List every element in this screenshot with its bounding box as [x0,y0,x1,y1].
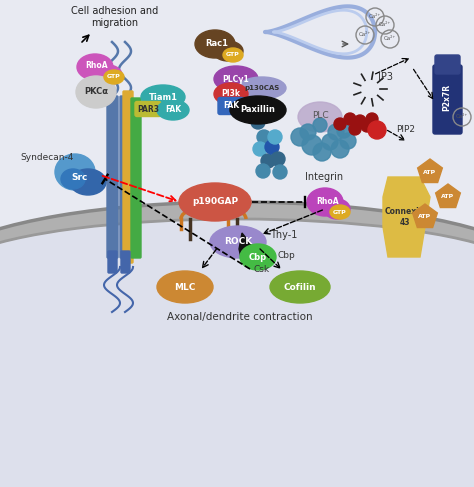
Circle shape [334,118,346,130]
Ellipse shape [213,41,243,61]
FancyBboxPatch shape [135,101,161,116]
Ellipse shape [141,85,185,109]
Text: RhoA: RhoA [317,196,339,206]
Text: PI3k: PI3k [221,90,240,98]
Circle shape [361,120,373,132]
Ellipse shape [55,154,95,190]
Text: Src: Src [72,172,88,182]
Text: ROCK: ROCK [224,238,252,246]
Polygon shape [0,202,474,487]
Text: Syndecan-4: Syndecan-4 [20,152,73,162]
Text: FAK: FAK [165,106,181,114]
FancyBboxPatch shape [121,251,130,273]
Circle shape [261,154,275,168]
FancyBboxPatch shape [120,96,131,258]
Text: Axonal/dendrite contraction: Axonal/dendrite contraction [167,312,313,322]
Text: Rac1: Rac1 [206,38,228,48]
Ellipse shape [70,169,106,195]
Ellipse shape [76,76,116,108]
Polygon shape [239,233,255,265]
Circle shape [268,130,282,144]
Text: Cbp: Cbp [249,252,267,262]
Circle shape [271,152,285,166]
FancyBboxPatch shape [123,91,133,263]
FancyBboxPatch shape [433,65,462,134]
Text: Ca²⁺: Ca²⁺ [456,114,468,119]
Text: GTP: GTP [107,75,121,79]
Text: PKCα: PKCα [84,88,108,96]
Text: Tiam1: Tiam1 [148,93,177,101]
Ellipse shape [61,169,85,189]
Text: Cell adhesion and
migration: Cell adhesion and migration [72,6,159,28]
Circle shape [366,113,378,125]
Circle shape [337,124,351,138]
Text: GTP: GTP [333,209,347,214]
Polygon shape [383,177,430,257]
Ellipse shape [104,70,124,84]
Polygon shape [0,202,474,272]
Circle shape [273,165,287,179]
Text: ATP: ATP [441,194,455,200]
Circle shape [300,124,316,140]
Ellipse shape [210,226,266,258]
Circle shape [257,130,271,144]
FancyBboxPatch shape [107,96,118,258]
Circle shape [265,140,279,154]
Text: Ca²⁺: Ca²⁺ [379,22,391,27]
Circle shape [251,115,265,129]
Circle shape [328,124,344,140]
Ellipse shape [238,77,286,99]
Ellipse shape [214,66,258,92]
Circle shape [368,121,386,139]
Circle shape [291,128,309,146]
Ellipse shape [324,199,350,219]
Ellipse shape [214,83,248,105]
FancyBboxPatch shape [131,98,141,258]
Circle shape [302,135,322,155]
Text: Ca²⁺: Ca²⁺ [369,15,381,19]
Text: p190GAP: p190GAP [192,198,238,206]
Ellipse shape [223,48,243,62]
Text: ATP: ATP [419,214,431,220]
FancyBboxPatch shape [108,251,117,273]
Ellipse shape [157,100,189,120]
Text: p130CAS: p130CAS [245,85,280,91]
Ellipse shape [94,65,122,85]
Text: Csk: Csk [254,264,270,274]
Ellipse shape [157,271,213,303]
Text: ATP: ATP [423,169,437,174]
Text: FAK: FAK [223,101,239,111]
Ellipse shape [240,244,276,270]
Text: GTP: GTP [226,53,240,57]
Text: PLCγ1: PLCγ1 [223,75,249,83]
Text: RhoA: RhoA [86,61,109,71]
Text: PLC: PLC [312,112,328,120]
Text: Paxillin: Paxillin [241,106,275,114]
Text: PAR3: PAR3 [137,105,159,113]
Ellipse shape [179,183,251,221]
Ellipse shape [298,102,342,132]
Circle shape [354,115,366,127]
Circle shape [313,118,327,132]
Circle shape [313,143,331,161]
Text: Integrin: Integrin [305,172,343,182]
Ellipse shape [270,271,330,303]
Circle shape [253,142,267,156]
Ellipse shape [230,96,286,124]
Ellipse shape [77,54,113,80]
Circle shape [340,133,356,149]
Circle shape [349,123,361,135]
FancyBboxPatch shape [435,55,460,74]
Text: MLC: MLC [174,282,196,292]
Text: Ca²⁺: Ca²⁺ [359,33,371,37]
Ellipse shape [330,205,350,219]
Circle shape [256,164,270,178]
Text: Thy-1: Thy-1 [270,230,297,240]
Text: Cbp: Cbp [278,250,296,260]
FancyBboxPatch shape [218,97,244,114]
Text: IP3: IP3 [378,72,393,82]
Text: Connexin
43: Connexin 43 [385,207,425,227]
Ellipse shape [195,30,235,58]
Text: P2x7R: P2x7R [443,83,452,111]
